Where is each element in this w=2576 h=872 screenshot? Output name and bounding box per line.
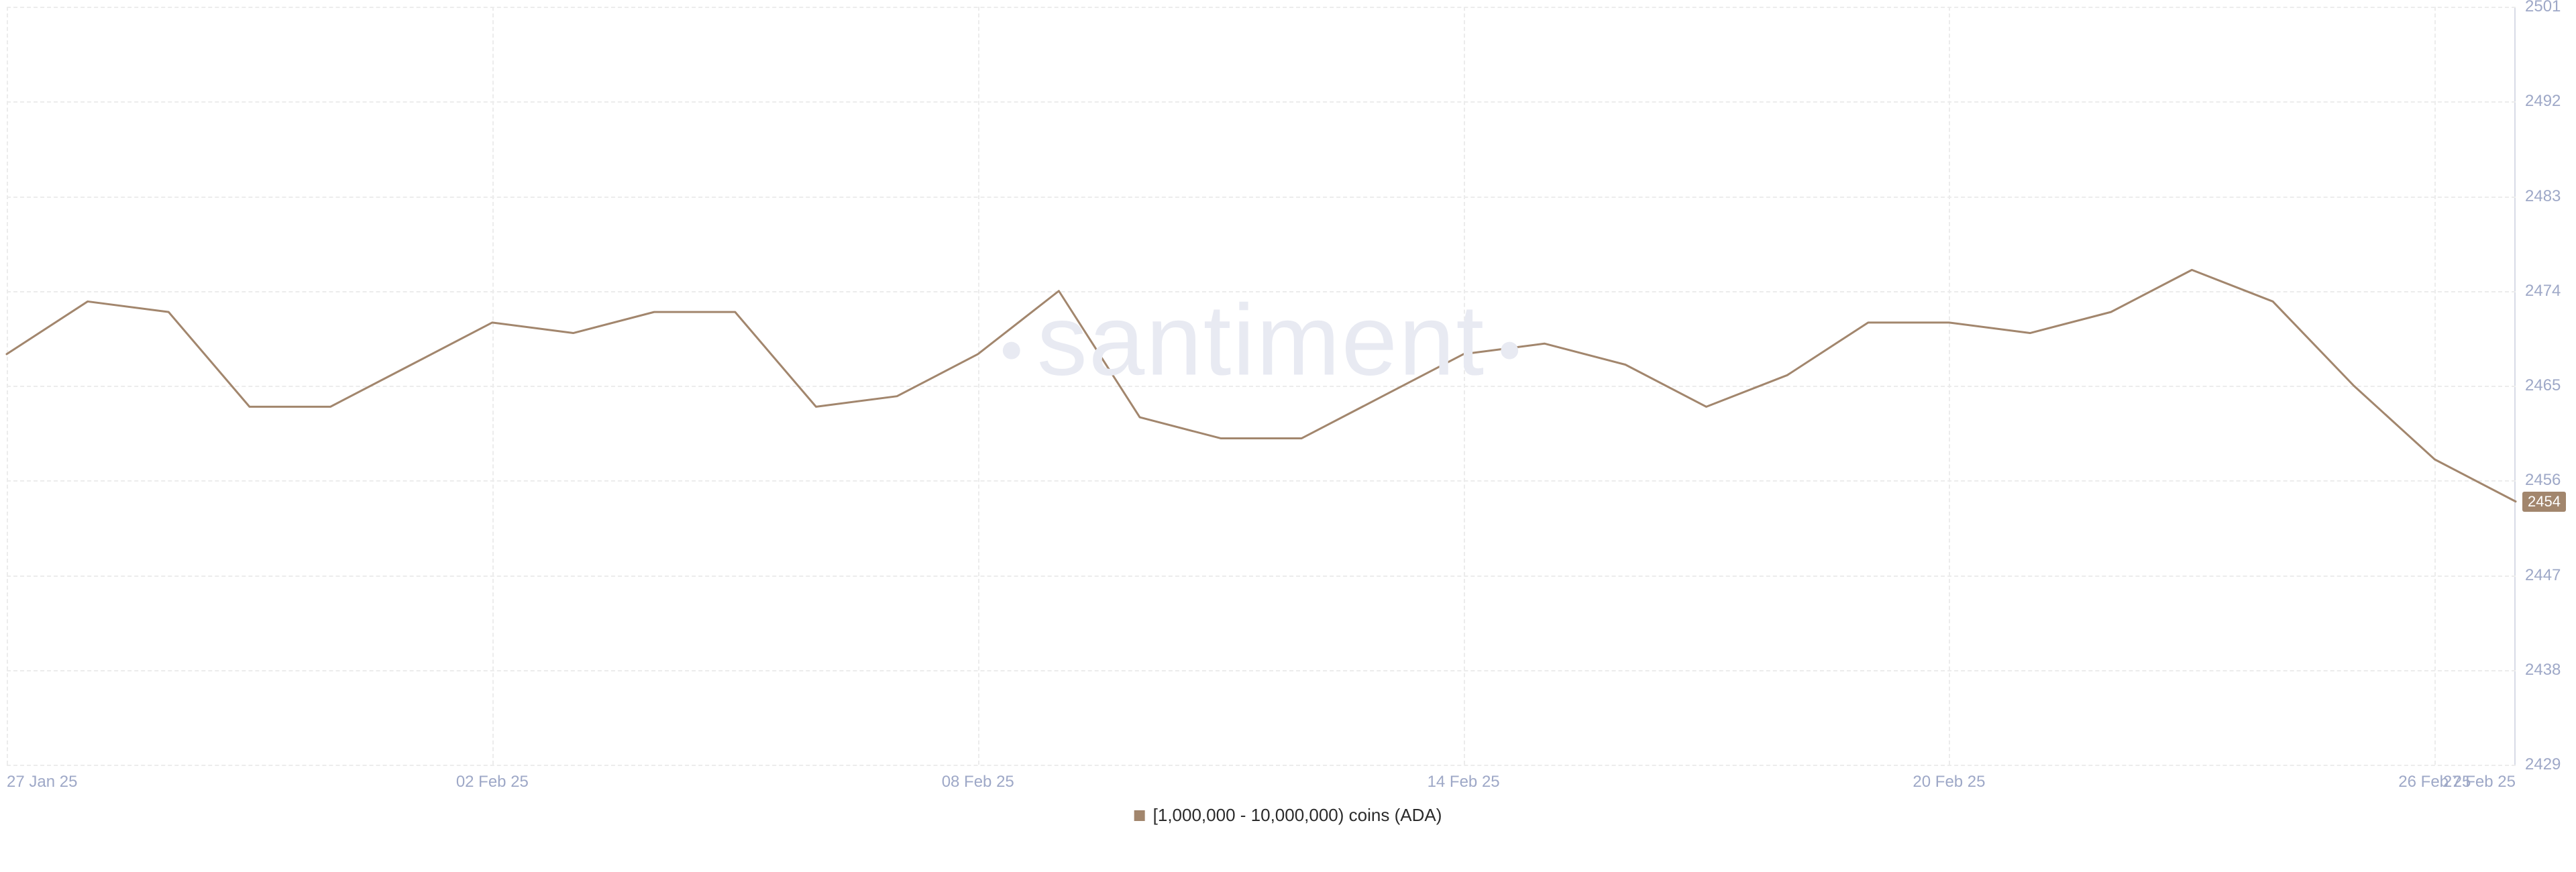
x-axis-label: 08 Feb 25 bbox=[942, 773, 1014, 792]
gridline-horizontal bbox=[7, 765, 2516, 766]
y-axis-label: 2483 bbox=[2525, 187, 2561, 206]
x-axis-label: 02 Feb 25 bbox=[456, 773, 529, 792]
x-axis-label: 27 Jan 25 bbox=[7, 773, 77, 792]
legend-label: [1,000,000 - 10,000,000) coins (ADA) bbox=[1153, 805, 1442, 826]
y-axis-label: 2492 bbox=[2525, 92, 2561, 111]
y-axis-label: 2465 bbox=[2525, 376, 2561, 395]
series-svg bbox=[7, 7, 2516, 765]
chart-container: ●santiment● [1,000,000 - 10,000,000) coi… bbox=[0, 0, 2576, 872]
y-axis-label: 2438 bbox=[2525, 661, 2561, 679]
legend-swatch bbox=[1134, 810, 1145, 821]
y-axis-label: 2429 bbox=[2525, 755, 2561, 774]
x-axis-label: 20 Feb 25 bbox=[1913, 773, 1985, 792]
y-axis-label: 2447 bbox=[2525, 566, 2561, 585]
plot-area bbox=[7, 7, 2516, 765]
x-axis-label: 27 Feb 25 bbox=[2443, 773, 2516, 792]
legend: [1,000,000 - 10,000,000) coins (ADA) bbox=[1134, 805, 1442, 826]
y-axis-label: 2474 bbox=[2525, 282, 2561, 301]
x-axis-label: 14 Feb 25 bbox=[1428, 773, 1500, 792]
end-value-badge: 2454 bbox=[2522, 492, 2566, 512]
y-axis-label: 2456 bbox=[2525, 471, 2561, 490]
series-line bbox=[7, 270, 2516, 501]
y-axis-label: 2501 bbox=[2525, 0, 2561, 16]
